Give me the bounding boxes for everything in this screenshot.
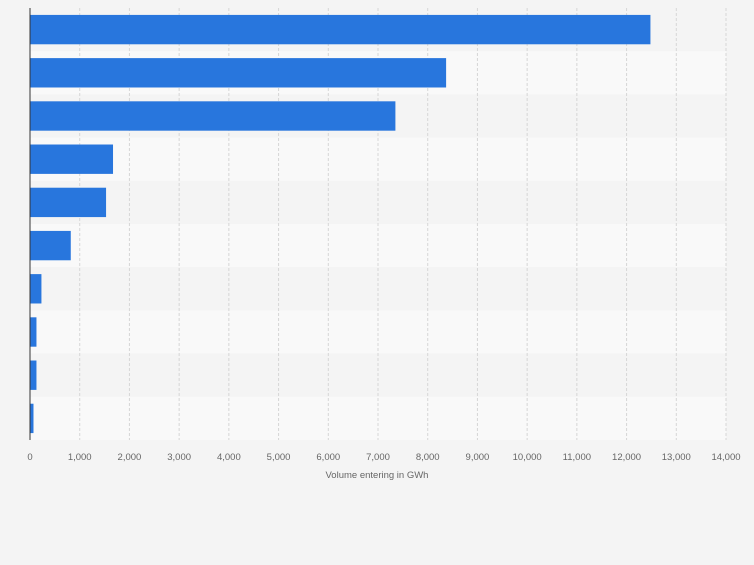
x-tick-label: 2,000: [118, 452, 142, 463]
x-tick-labels: 0 1,000 2,000 3,000 4,000 5,000 6,000 7,000 8,00…: [27, 452, 740, 463]
row-band: [30, 310, 726, 354]
row-bands: [30, 8, 726, 440]
x-tick-label: 5,000: [267, 452, 291, 463]
bar[interactable]: [30, 317, 37, 347]
bar[interactable]: [30, 360, 37, 390]
x-tick-label: 10,000: [513, 452, 542, 463]
x-tick-label: 6,000: [316, 452, 340, 463]
bar[interactable]: [30, 274, 42, 304]
x-tick-label: 8,000: [416, 452, 440, 463]
bar[interactable]: [30, 230, 71, 261]
x-axis-label: Volume entering in GWh: [326, 470, 429, 481]
x-tick-label: 4,000: [217, 452, 241, 463]
x-tick-label: 3,000: [167, 452, 191, 463]
bars: [30, 14, 651, 434]
row-band: [30, 180, 726, 224]
x-tick-label: 9,000: [466, 452, 490, 463]
x-tick-label: 7,000: [366, 452, 390, 463]
bar[interactable]: [30, 14, 651, 45]
x-tick-label: 14,000: [711, 452, 740, 463]
bar[interactable]: [30, 58, 447, 88]
x-tick-label: 12,000: [612, 452, 641, 463]
bar[interactable]: [30, 101, 396, 131]
x-tick-label: 13,000: [662, 452, 691, 463]
x-tick-label: 11,000: [563, 452, 591, 463]
bar[interactable]: [30, 187, 107, 218]
x-tick-label: 0: [27, 452, 32, 463]
bar[interactable]: [30, 403, 34, 434]
bar[interactable]: [30, 144, 114, 174]
x-tick-label: 1,000: [68, 452, 92, 463]
